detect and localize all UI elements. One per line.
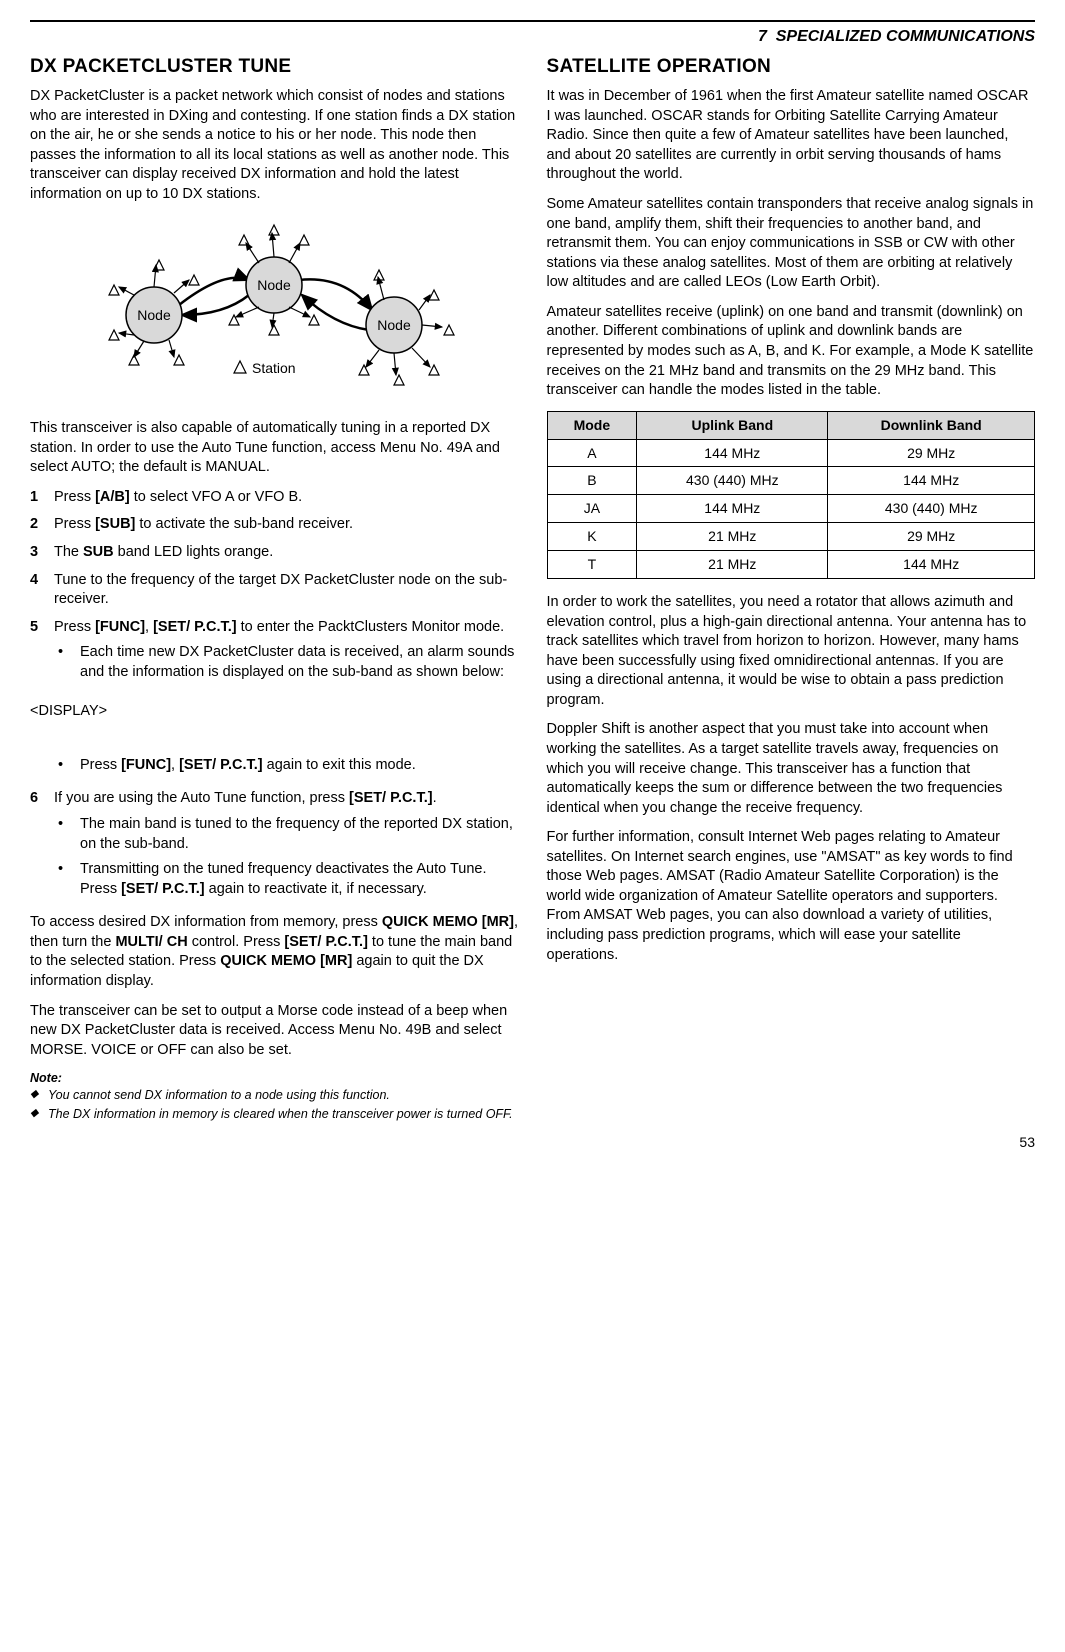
section-title: SPECIALIZED COMMUNICATIONS [776,28,1035,45]
node-2: Node [246,257,302,313]
td: 29 MHz [828,439,1035,467]
step-1: 1Press [A/B] to select VFO A or VFO B. [30,488,519,508]
after-display-subs: Press [FUNC], [SET/ P.C.T.] again to exi… [54,756,519,776]
node-label: Node [138,307,172,323]
step-body: Press [A/B] to select VFO A or VFO B. [54,488,519,508]
step-4: 4Tune to the frequency of the target DX … [30,571,519,610]
step-3: 3The SUB band LED lights orange. [30,543,519,563]
two-column-layout: DX PACKETCLUSTER TUNE DX PacketCluster i… [30,54,1035,1125]
sub-text: The main band is tuned to the frequency … [80,815,519,854]
left-intro: DX PacketCluster is a packet network whi… [30,87,519,204]
td: A [547,439,637,467]
page-number: 53 [30,1133,1035,1152]
right-p6: For further information, consult Interne… [547,828,1036,965]
td: T [547,551,637,579]
step-6-text: If you are using the Auto Tune function,… [54,790,437,806]
note-head: Note: [30,1070,519,1087]
td: 430 (440) MHz [828,495,1035,523]
td: 144 MHz [828,467,1035,495]
notes-list: You cannot send DX information to a node… [30,1087,519,1123]
left-para4: The transceiver can be set to output a M… [30,1002,519,1061]
step-5-text: Press [FUNC], [SET/ P.C.T.] to enter the… [54,619,504,635]
th-uplink: Uplink Band [637,411,828,439]
table-header-row: Mode Uplink Band Downlink Band [547,411,1035,439]
right-p5: Doppler Shift is another aspect that you… [547,720,1036,818]
td: JA [547,495,637,523]
td: K [547,523,637,551]
step-num: 2 [30,515,54,535]
station-legend-label: Station [252,360,296,376]
section-number: 7 [758,28,767,45]
step-body: Press [SUB] to activate the sub-band rec… [54,515,519,535]
note-item: You cannot send DX information to a node… [30,1087,519,1104]
right-p3: Amateur satellites receive (uplink) on o… [547,303,1036,401]
right-p1: It was in December of 1961 when the firs… [547,87,1036,185]
step-body: Tune to the frequency of the target DX P… [54,571,519,610]
sub-text: Each time new DX PacketCluster data is r… [80,643,519,682]
table-row: B430 (440) MHz144 MHz [547,467,1035,495]
steps-list: 1Press [A/B] to select VFO A or VFO B. 2… [30,488,519,689]
step-num: 6 [30,789,54,905]
table-row: K21 MHz29 MHz [547,523,1035,551]
sub-item: Each time new DX PacketCluster data is r… [54,643,519,682]
step-num: 5 [30,618,54,689]
step-body: If you are using the Auto Tune function,… [54,789,519,905]
display-placeholder: <DISPLAY> [30,702,519,722]
td: B [547,467,637,495]
table-row: JA144 MHz430 (440) MHz [547,495,1035,523]
satellite-mode-table: Mode Uplink Band Downlink Band A144 MHz2… [547,411,1036,579]
sub-item: Transmitting on the tuned frequency deac… [54,860,519,899]
after-display-sub-wrap: Press [FUNC], [SET/ P.C.T.] again to exi… [30,750,519,782]
left-title: DX PACKETCLUSTER TUNE [30,54,519,80]
step-2: 2Press [SUB] to activate the sub-band re… [30,515,519,535]
td: 21 MHz [637,551,828,579]
table-row: A144 MHz29 MHz [547,439,1035,467]
right-title: SATELLITE OPERATION [547,54,1036,80]
node-label: Node [378,317,412,333]
sub-text: Transmitting on the tuned frequency deac… [80,860,519,899]
diagram-svg: Node Node Node [74,215,474,405]
node-label: Node [258,277,292,293]
left-column: DX PACKETCLUSTER TUNE DX PacketCluster i… [30,54,519,1125]
right-column: SATELLITE OPERATION It was in December o… [547,54,1036,1125]
section-header: 7 SPECIALIZED COMMUNICATIONS [30,26,1035,48]
td: 144 MHz [637,439,828,467]
td: 430 (440) MHz [637,467,828,495]
right-p2: Some Amateur satellites contain transpon… [547,195,1036,293]
step-5: 5 Press [FUNC], [SET/ P.C.T.] to enter t… [30,618,519,689]
step-num: 1 [30,488,54,508]
step-5-subs: Each time new DX PacketCluster data is r… [54,643,519,682]
note-text: The DX information in memory is cleared … [48,1106,513,1123]
td: 21 MHz [637,523,828,551]
node-3: Node [366,297,422,353]
note-text: You cannot send DX information to a node… [48,1087,390,1104]
th-downlink: Downlink Band [828,411,1035,439]
table-row: T21 MHz144 MHz [547,551,1035,579]
header-rule [30,20,1035,22]
step-body: Press [FUNC], [SET/ P.C.T.] to enter the… [54,618,519,689]
packetcluster-diagram: Node Node Node [30,215,519,412]
step-num: 3 [30,543,54,563]
sub-text: Press [FUNC], [SET/ P.C.T.] again to exi… [80,756,416,776]
after-display: Press [FUNC], [SET/ P.C.T.] again to exi… [30,750,519,905]
step-6: 6 If you are using the Auto Tune functio… [30,789,519,905]
table-body: A144 MHz29 MHz B430 (440) MHz144 MHz JA1… [547,439,1035,578]
th-mode: Mode [547,411,637,439]
td: 29 MHz [828,523,1035,551]
td: 144 MHz [828,551,1035,579]
step-num: 4 [30,571,54,610]
sub-item: Press [FUNC], [SET/ P.C.T.] again to exi… [54,756,519,776]
step-body: The SUB band LED lights orange. [54,543,519,563]
station-legend: Station [234,360,296,376]
td: 144 MHz [637,495,828,523]
step-6-subs: The main band is tuned to the frequency … [54,815,519,899]
node-1: Node [126,287,182,343]
left-para2: This transceiver is also capable of auto… [30,419,519,478]
left-para3: To access desired DX information from me… [30,913,519,991]
right-p4: In order to work the satellites, you nee… [547,593,1036,710]
note-item: The DX information in memory is cleared … [30,1106,519,1123]
sub-item: The main band is tuned to the frequency … [54,815,519,854]
